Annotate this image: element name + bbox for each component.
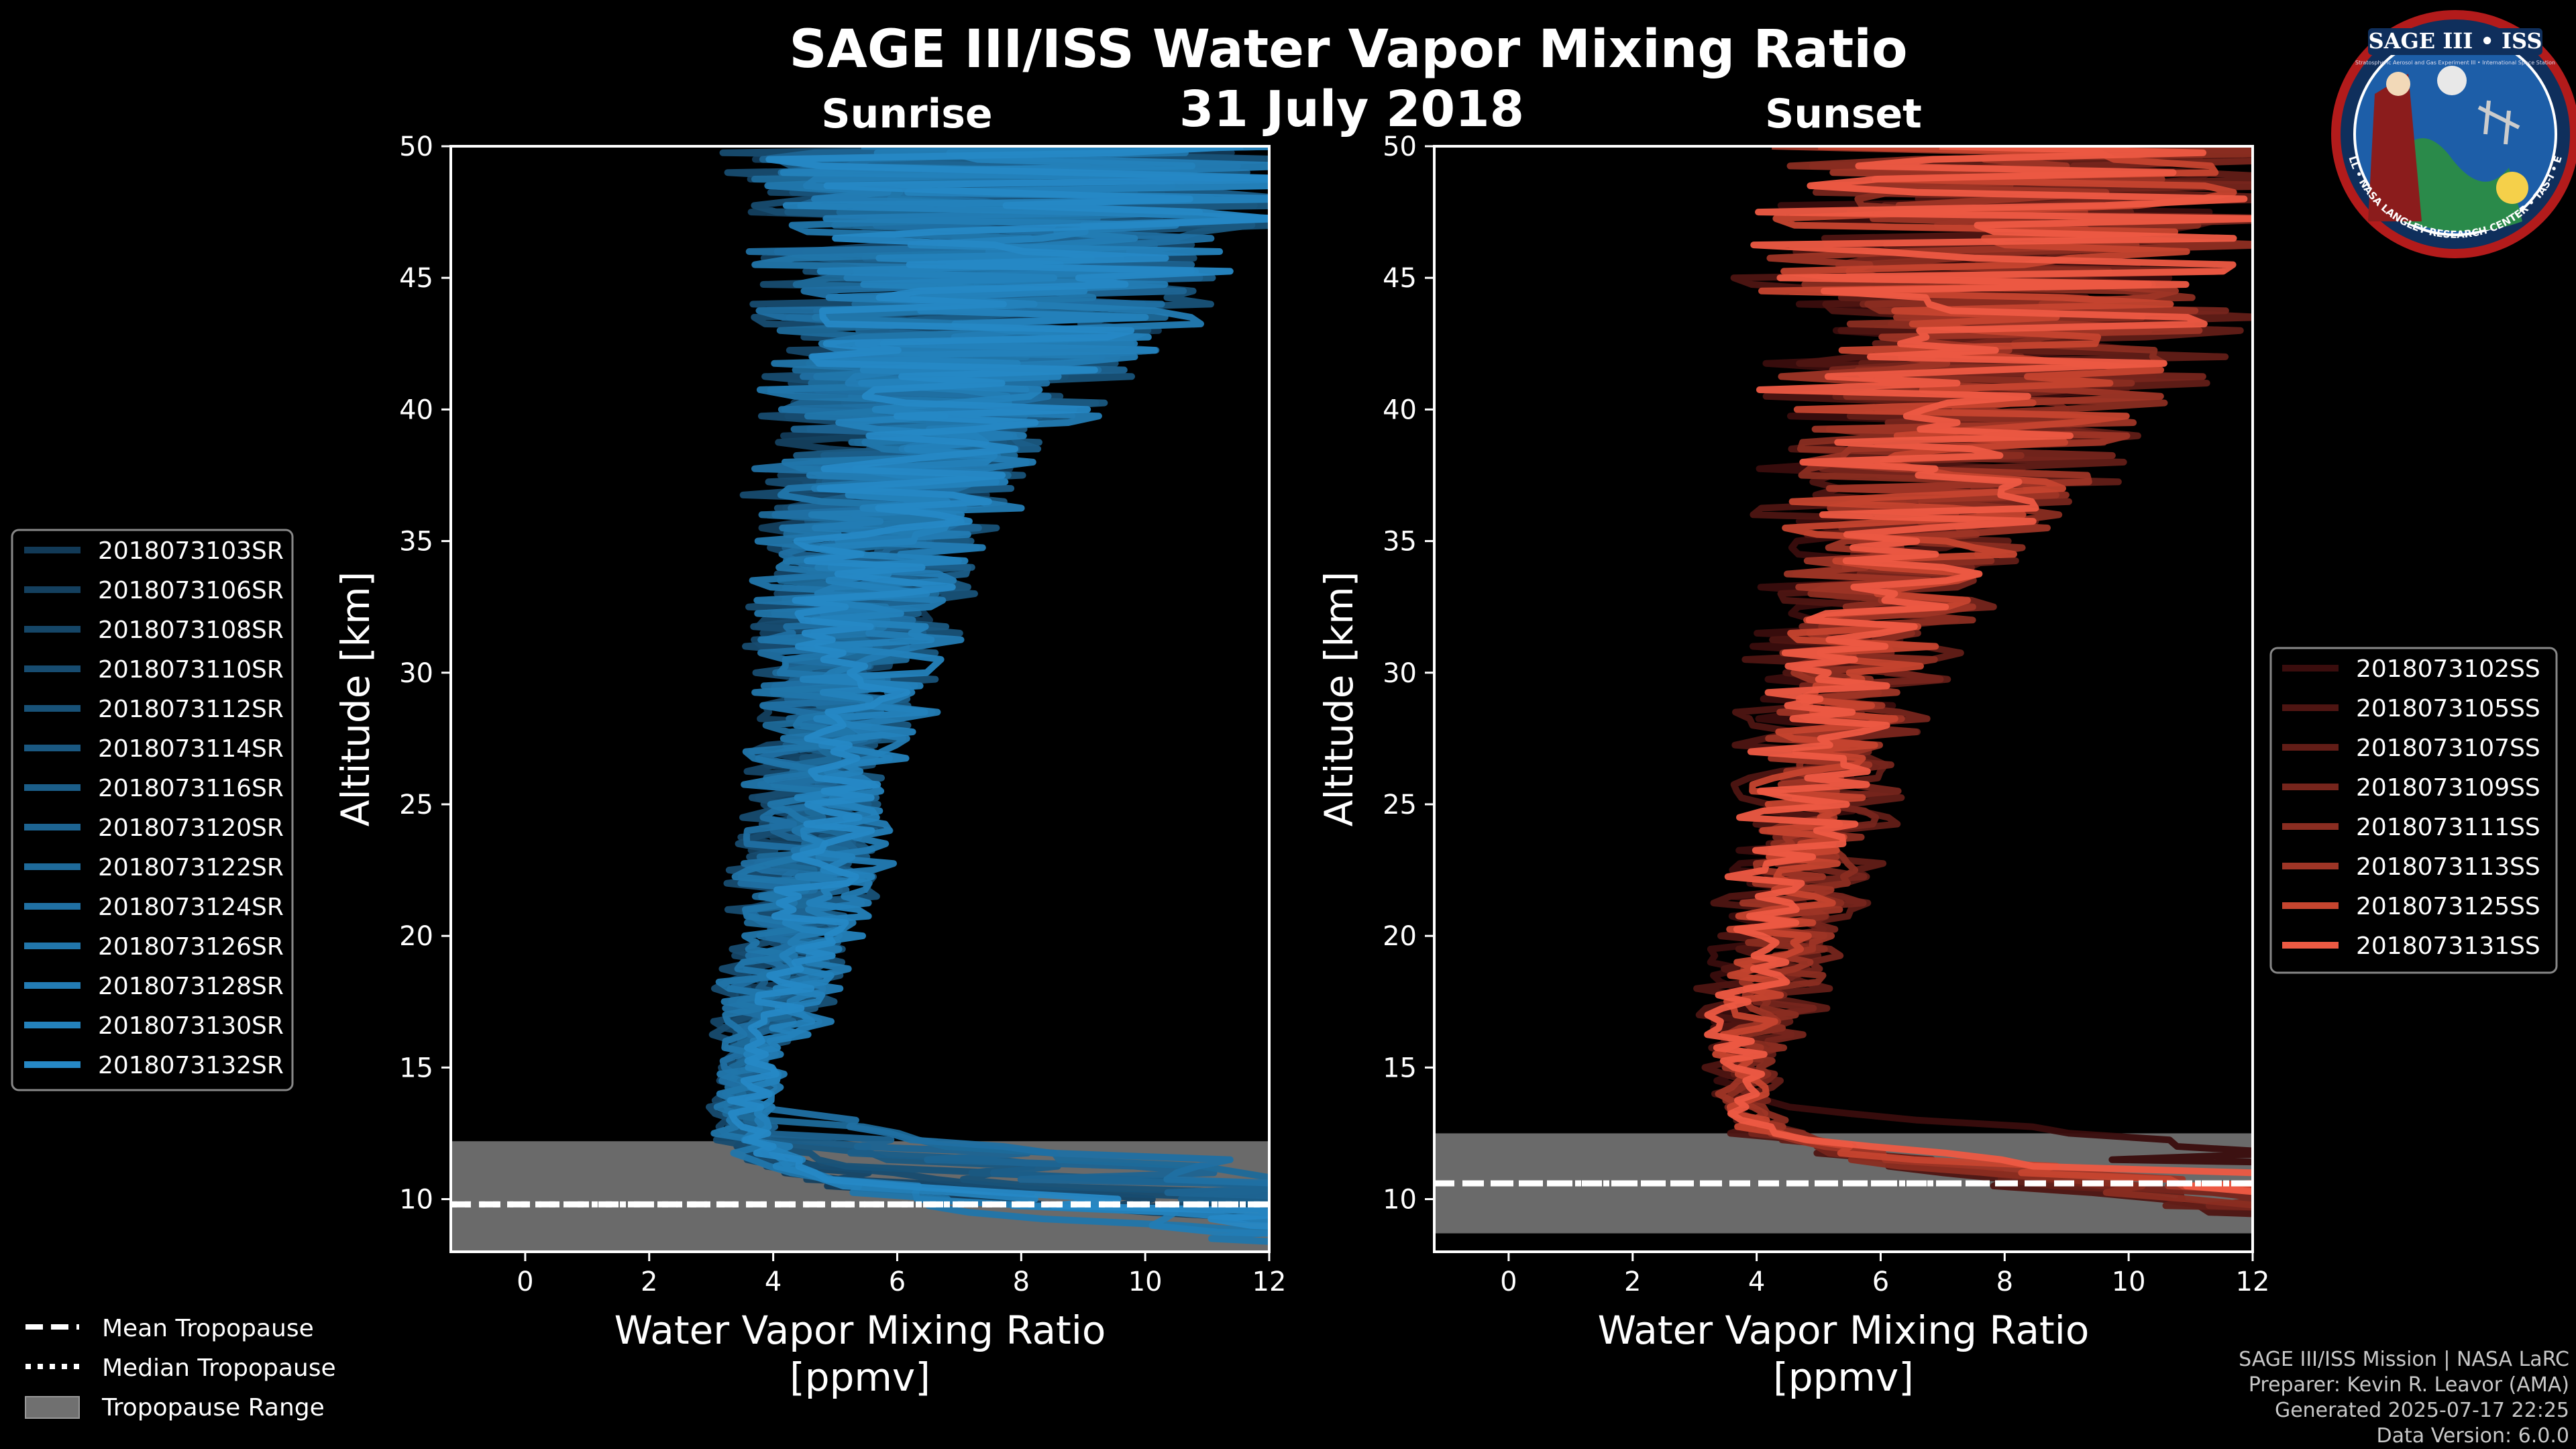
sunset-legend: 2018073102SS 2018073105SS 2018073107SS 2018… [2269, 647, 2558, 974]
legend-label-2018073113SS: 2018073113SS [2356, 853, 2540, 881]
logo-small-text: Stratospheric Aerosol and Gas Experiment… [2355, 60, 2555, 66]
y-tick-label: 20 [399, 921, 433, 952]
legend-label-2018073111SS: 2018073111SS [2356, 814, 2540, 841]
x-axis-label: Water Vapor Mixing Ratio [1598, 1307, 2090, 1353]
legend-label-2018073126SR: 2018073126SR [98, 933, 284, 961]
y-tick-label: 20 [1383, 921, 1417, 952]
x-tick-label: 10 [2112, 1267, 2146, 1297]
profile-line-2018073131SS [1704, 146, 2253, 1195]
x-tick-label: 2 [1624, 1267, 1641, 1297]
logo-sun-icon [2496, 172, 2528, 204]
tropopause-legend: Mean Tropopause Median Tropopause Tropop… [25, 1315, 336, 1421]
sunrise-plot: 0 2 4 6 8 10 12 10 15 20 25 30 35 40 45 50 Water Vapor M… [333, 131, 1287, 1400]
plot-frame [449, 145, 1271, 1253]
x-axis-label: [ppmv] [790, 1354, 930, 1400]
x-tick-label: 8 [1013, 1267, 1030, 1297]
sunrise-panel-title: Sunrise [821, 91, 992, 138]
sunset-panel-title: Sunset [1765, 91, 1922, 138]
y-tick-label: 50 [1383, 131, 1417, 162]
credits: SAGE III/ISS Mission | NASA LaRC Prepare… [2239, 1348, 2569, 1448]
plot-frame [1433, 145, 2254, 1253]
x-tick-label: 2 [641, 1267, 657, 1297]
legend-label-2018073112SR: 2018073112SR [98, 696, 284, 723]
y-tick-label: 40 [399, 394, 433, 425]
y-tick-label: 10 [1383, 1185, 1417, 1216]
x-axis-label: [ppmv] [1773, 1354, 1914, 1400]
sunset-plot: 0 2 4 6 8 10 12 10 15 20 25 30 35 40 45 50 Water Vapor M… [1316, 131, 2270, 1400]
legend-label-2018073107SS: 2018073107SS [2356, 735, 2540, 762]
y-tick-label: 30 [1383, 658, 1417, 689]
legend-label-2018073120SR: 2018073120SR [98, 814, 284, 842]
sunrise-legend-frame [11, 529, 294, 1091]
logo-earth-icon [2388, 138, 2522, 231]
median-tropopause-label: Median Tropopause [102, 1354, 336, 1382]
x-tick-label: 0 [517, 1267, 533, 1297]
logo-top-text: SAGE III • ISS [2369, 28, 2542, 54]
x-tick-label: 8 [1996, 1267, 2013, 1297]
y-tick-label: 25 [1383, 790, 1417, 820]
legend-label-2018073106SR: 2018073106SR [98, 577, 284, 604]
tropopause-range-swatch [25, 1396, 80, 1419]
logo-iss-icon [2477, 100, 2520, 145]
y-tick-label: 35 [1383, 527, 1417, 557]
sunset-legend-frame [2269, 647, 2558, 974]
y-tick-label: 15 [1383, 1053, 1417, 1083]
tropopause-range-label: Tropopause Range [101, 1394, 325, 1421]
x-tick-label: 6 [1872, 1267, 1889, 1297]
legend-label-2018073103SR: 2018073103SR [98, 537, 284, 565]
y-tick-label: 10 [399, 1185, 433, 1216]
y-tick-label: 50 [399, 131, 433, 162]
date-title: 31 July 2018 [1179, 80, 1524, 138]
credit-line-mission: SAGE III/ISS Mission | NASA LaRC [2239, 1348, 2569, 1371]
profile-line-2018073132SR [727, 146, 1269, 1230]
x-axis-label: Water Vapor Mixing Ratio [614, 1307, 1106, 1353]
x-tick-label: 4 [765, 1267, 782, 1297]
legend-label-2018073102SS: 2018073102SS [2356, 655, 2540, 683]
credit-line-version: Data Version: 6.0.0 [2377, 1424, 2569, 1448]
legend-label-2018073132SR: 2018073132SR [98, 1052, 284, 1079]
y-tick-label: 45 [399, 263, 433, 294]
logo-banner [2368, 28, 2542, 55]
credit-line-preparer: Preparer: Kevin R. Leavor (AMA) [2249, 1373, 2569, 1397]
legend-label-2018073110SR: 2018073110SR [98, 656, 284, 684]
x-tick-label: 12 [1252, 1267, 1287, 1297]
y-tick-label: 30 [399, 658, 433, 689]
legend-label-2018073116SR: 2018073116SR [98, 775, 284, 802]
logo-wizard-icon [2368, 74, 2422, 221]
x-tick-label: 10 [1128, 1267, 1163, 1297]
x-tick-label: 12 [2236, 1267, 2270, 1297]
y-axis-label: Altitude [km] [333, 572, 378, 826]
legend-label-2018073122SR: 2018073122SR [98, 854, 284, 881]
legend-label-2018073128SR: 2018073128SR [98, 973, 284, 1000]
profile-lines [706, 146, 1269, 1245]
legend-label-2018073130SR: 2018073130SR [98, 1012, 284, 1040]
y-tick-label: 45 [1383, 263, 1417, 294]
y-tick-label: 40 [1383, 394, 1417, 425]
x-tick-label: 0 [1500, 1267, 1517, 1297]
legend-label-2018073105SS: 2018073105SS [2356, 695, 2540, 722]
legend-label-2018073131SS: 2018073131SS [2356, 932, 2540, 960]
legend-label-2018073125SS: 2018073125SS [2356, 893, 2540, 920]
y-tick-label: 25 [399, 790, 433, 820]
legend-label-2018073114SR: 2018073114SR [98, 735, 284, 763]
x-tick-label: 6 [889, 1267, 906, 1297]
legend-label-2018073109SS: 2018073109SS [2356, 774, 2540, 802]
y-axis-label: Altitude [km] [1316, 572, 1362, 826]
legend-label-2018073124SR: 2018073124SR [98, 894, 284, 921]
logo-face-icon [2386, 72, 2410, 96]
y-tick-label: 15 [399, 1053, 433, 1083]
x-tick-label: 4 [1748, 1267, 1765, 1297]
legend-label-2018073108SR: 2018073108SR [98, 616, 284, 644]
y-tick-label: 35 [399, 527, 433, 557]
mean-tropopause-label: Mean Tropopause [102, 1315, 314, 1342]
profile-lines [1693, 146, 2253, 1218]
credit-line-generated: Generated 2025-07-17 22:25 [2275, 1399, 2569, 1422]
logo-moon-icon [2437, 66, 2467, 95]
main-title: SAGE III/ISS Water Vapor Mixing Ratio [789, 19, 1907, 80]
sunrise-legend: 2018073103SR 2018073106SR 2018073108SR 2018… [11, 529, 294, 1091]
